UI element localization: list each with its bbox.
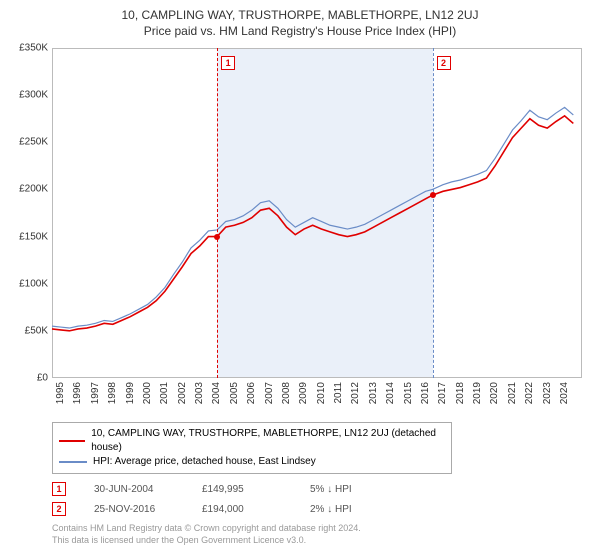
sale-diff: 2% ↓ HPI: [310, 504, 390, 515]
event-marker-icon: 2: [437, 56, 451, 70]
legend-label: HPI: Average price, detached house, East…: [93, 455, 316, 469]
legend-label: 10, CAMPLING WAY, TRUSTHORPE, MABLETHORP…: [91, 427, 445, 455]
legend-swatch: [59, 440, 85, 442]
page-title: 10, CAMPLING WAY, TRUSTHORPE, MABLETHORP…: [10, 8, 590, 22]
page-subtitle: Price paid vs. HM Land Registry's House …: [10, 24, 590, 38]
legend: 10, CAMPLING WAY, TRUSTHORPE, MABLETHORP…: [52, 422, 452, 474]
footer-attribution: Contains HM Land Registry data © Crown c…: [52, 522, 590, 546]
price-chart: £0£50K£100K£150K£200K£250K£300K£350K1995…: [10, 48, 590, 418]
sale-diff: 5% ↓ HPI: [310, 484, 390, 495]
x-axis-label: 2024: [559, 382, 595, 404]
sale-date: 30-JUN-2004: [94, 484, 174, 495]
footer-line: Contains HM Land Registry data © Crown c…: [52, 522, 590, 534]
legend-item-hpi: HPI: Average price, detached house, East…: [59, 455, 445, 469]
sale-date: 25-NOV-2016: [94, 504, 174, 515]
legend-swatch: [59, 461, 87, 463]
event-marker-icon: 1: [221, 56, 235, 70]
sale-marker-icon: 1: [52, 482, 66, 496]
table-row: 2 25-NOV-2016 £194,000 2% ↓ HPI: [52, 502, 590, 516]
footer-line: This data is licensed under the Open Gov…: [52, 534, 590, 546]
table-row: 1 30-JUN-2004 £149,995 5% ↓ HPI: [52, 482, 590, 496]
legend-item-property: 10, CAMPLING WAY, TRUSTHORPE, MABLETHORP…: [59, 427, 445, 455]
sales-table: 1 30-JUN-2004 £149,995 5% ↓ HPI 2 25-NOV…: [52, 482, 590, 516]
sale-price: £149,995: [202, 484, 282, 495]
sale-marker-icon: 2: [52, 502, 66, 516]
sale-price: £194,000: [202, 504, 282, 515]
